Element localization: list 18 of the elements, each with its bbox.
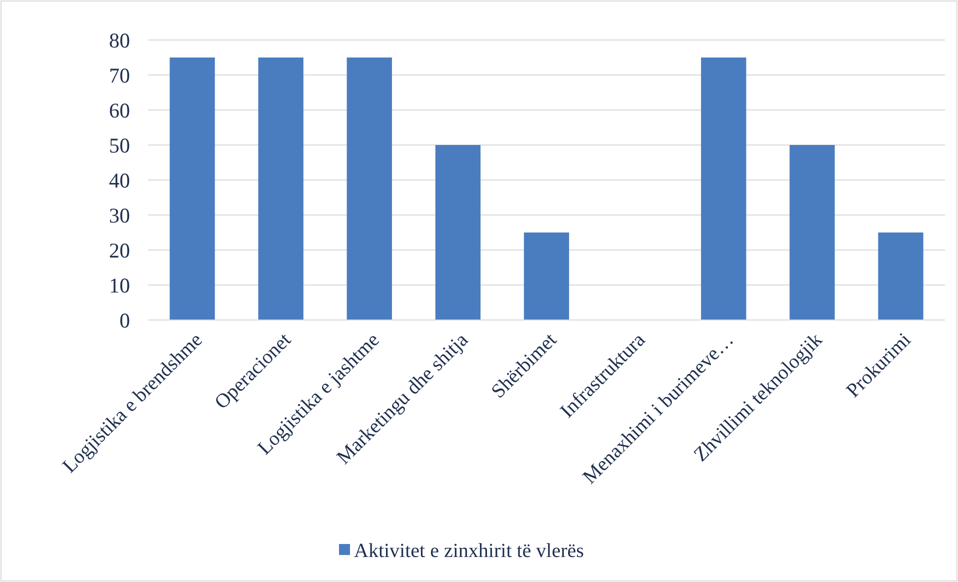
y-tick-label: 50 [109, 133, 130, 158]
y-tick-label: 60 [109, 98, 130, 122]
bar [346, 58, 392, 320]
bar [701, 58, 746, 320]
y-tick-label: 0 [120, 308, 130, 332]
y-tick-label: 70 [109, 63, 130, 88]
y-tick-label: 40 [109, 168, 130, 192]
y-tick-label: 20 [109, 238, 130, 262]
y-tick-label: 10 [109, 273, 130, 298]
bar [524, 232, 570, 320]
bar [878, 232, 924, 320]
y-tick-label: 80 [109, 28, 130, 52]
bar [258, 58, 304, 320]
bar [790, 145, 835, 320]
bar [435, 145, 481, 320]
legend-label: Aktivitet e zinxhirit të vlerës [354, 540, 584, 562]
bar [170, 58, 215, 320]
y-tick-label: 30 [109, 203, 130, 228]
